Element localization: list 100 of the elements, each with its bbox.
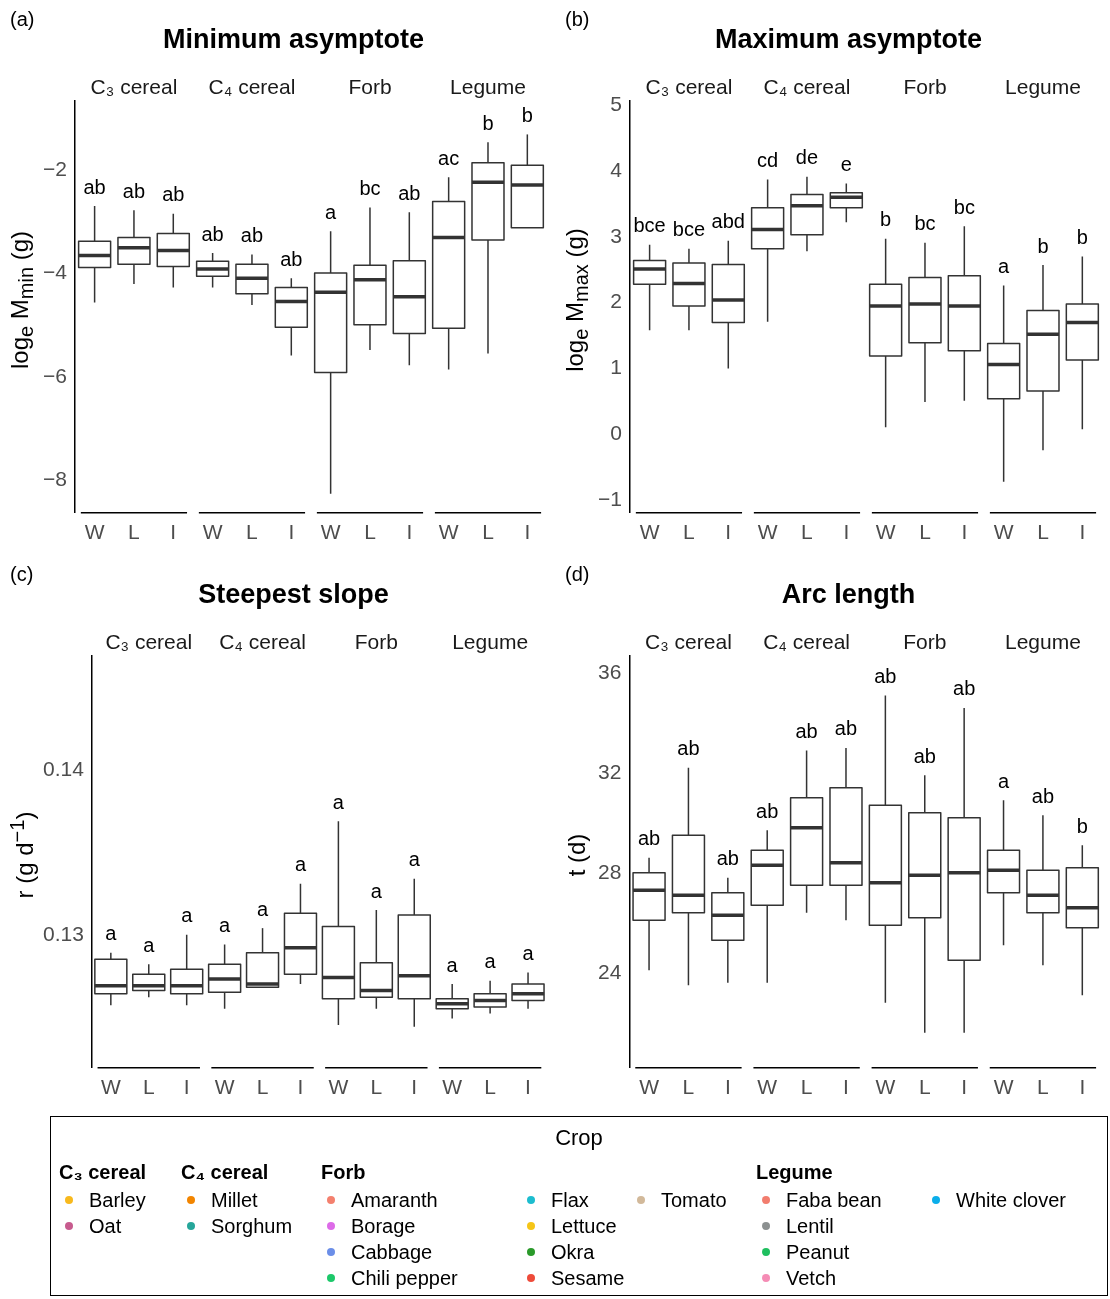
x-tick-label: I xyxy=(525,1075,531,1099)
text: C₃ cereal xyxy=(645,629,732,653)
text: de xyxy=(795,146,819,169)
text: Forb xyxy=(903,629,947,653)
x-tick-label: I xyxy=(297,1075,304,1099)
text: bc xyxy=(914,212,936,235)
text: a xyxy=(181,904,193,927)
x-tick-label: W xyxy=(442,1075,463,1099)
text: bce xyxy=(633,214,666,237)
category-label: Faba bean xyxy=(786,1188,882,1212)
y-tick-label: −1 xyxy=(597,487,622,511)
text: cd xyxy=(757,148,779,171)
text: ab xyxy=(834,717,858,740)
y-tick-label: −6 xyxy=(42,363,67,387)
text: C₄ cereal xyxy=(208,74,296,98)
x-tick-label: I xyxy=(406,520,413,544)
text: a xyxy=(446,953,458,976)
text: (a) xyxy=(10,8,35,31)
text: ab xyxy=(398,181,421,204)
y-axis-title: t (d) xyxy=(563,833,591,877)
text: e xyxy=(840,152,852,175)
text: ab xyxy=(756,799,779,822)
x-tick-label: W xyxy=(328,1075,349,1099)
text: ac xyxy=(438,146,460,169)
text: a xyxy=(256,897,269,920)
text: a xyxy=(997,769,1010,792)
category-label: Sorghum xyxy=(211,1214,293,1238)
x-tick-label: L xyxy=(484,1075,496,1099)
text: b xyxy=(521,103,533,126)
x-tick-label: L xyxy=(128,520,140,544)
category-label: Peanut xyxy=(786,1240,850,1264)
text: (d) xyxy=(565,563,590,586)
text: ab xyxy=(280,247,303,270)
text: ab xyxy=(953,677,976,700)
text: ab xyxy=(122,179,146,202)
x-tick-label: L xyxy=(683,520,695,544)
text: a xyxy=(325,200,337,223)
text: C₃ cereal xyxy=(645,74,733,98)
text: ab xyxy=(637,827,661,850)
x-tick-label: L xyxy=(364,520,376,544)
text: ab xyxy=(83,175,106,198)
chart-title: Arc length xyxy=(781,578,916,609)
x-tick-label: I xyxy=(1079,520,1086,544)
x-tick-label: W xyxy=(875,520,896,544)
y-tick-label: 36 xyxy=(598,659,622,683)
x-tick-label: I xyxy=(961,520,968,544)
text: ab xyxy=(1031,784,1055,807)
x-tick-label: W xyxy=(757,1075,778,1099)
category-label: Cabbage xyxy=(351,1240,433,1264)
x-tick-label: W xyxy=(202,520,223,544)
x-tick-label: W xyxy=(438,520,459,544)
y-tick-label: 24 xyxy=(598,959,622,983)
text: Legume xyxy=(1004,629,1081,653)
category-label: Oat xyxy=(89,1214,122,1238)
category-label: Lettuce xyxy=(551,1214,617,1238)
x-tick-label: L xyxy=(1037,520,1049,544)
x-tick-label: L xyxy=(800,1075,813,1099)
text: Legume xyxy=(452,629,529,653)
text: (c) xyxy=(10,563,34,586)
x-tick-label: W xyxy=(639,520,660,544)
x-tick-label: W xyxy=(757,520,778,544)
text: ab xyxy=(240,224,264,247)
text: a xyxy=(484,950,496,973)
text: Forb xyxy=(903,74,947,98)
text: a xyxy=(219,914,231,937)
y-tick-label: −2 xyxy=(42,157,67,181)
y-tick-label: 1 xyxy=(610,355,622,379)
text: ab xyxy=(874,664,897,687)
text: ab xyxy=(162,183,185,206)
text: C₃ cereal xyxy=(105,629,193,653)
category-label: White clover xyxy=(956,1188,1067,1212)
chart-title: Steepest slope xyxy=(198,578,389,609)
text: a xyxy=(998,255,1010,278)
text: a xyxy=(105,922,117,945)
text: a xyxy=(294,853,307,876)
text: a xyxy=(332,790,344,813)
category-label: Amaranth xyxy=(351,1188,438,1212)
text: ab xyxy=(716,847,739,870)
x-tick-label: I xyxy=(725,520,732,544)
x-tick-label: L xyxy=(919,520,931,544)
y-tick-label: 3 xyxy=(610,223,622,247)
x-tick-label: L xyxy=(246,520,258,544)
text: Legume xyxy=(756,1161,834,1185)
text: bce xyxy=(672,218,706,241)
category-label: Chili pepper xyxy=(351,1266,458,1290)
category-label: Barley xyxy=(89,1188,146,1212)
category-label: Tomato xyxy=(661,1188,727,1212)
category-label: Millet xyxy=(211,1188,258,1212)
x-tick-label: I xyxy=(843,520,850,544)
text: a xyxy=(370,879,382,902)
x-tick-label: W xyxy=(214,1075,235,1099)
text: b xyxy=(1076,814,1088,837)
x-tick-label: L xyxy=(801,520,813,544)
text: ab xyxy=(201,222,224,245)
x-tick-label: I xyxy=(170,520,177,544)
text: (b) xyxy=(565,8,590,31)
x-tick-label: W xyxy=(993,520,1014,544)
x-tick-label: I xyxy=(961,1075,968,1099)
x-tick-label: I xyxy=(724,1075,731,1099)
text: bc xyxy=(359,177,381,200)
